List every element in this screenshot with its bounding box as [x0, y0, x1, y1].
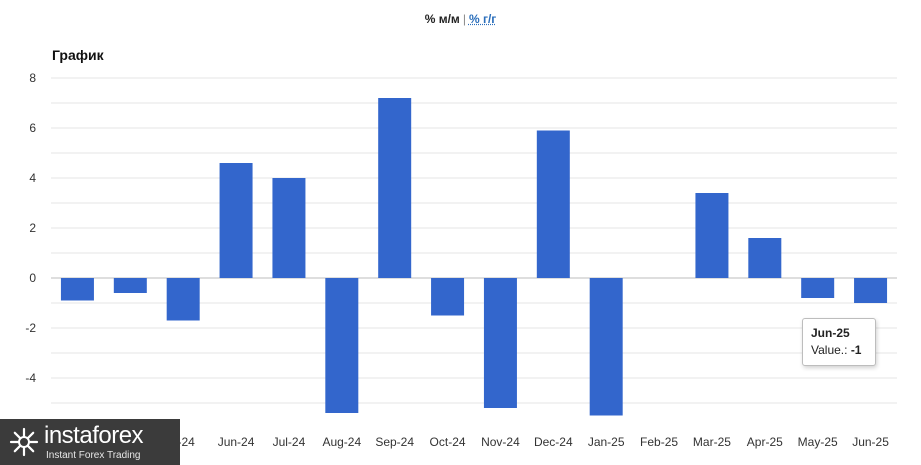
bar[interactable]	[60, 278, 94, 301]
x-tick-label: Jun-24	[218, 435, 255, 449]
bar[interactable]	[748, 238, 782, 278]
bar[interactable]	[272, 178, 306, 278]
x-tick-label: Dec-24	[534, 435, 573, 449]
y-tick-label: 4	[29, 171, 36, 185]
x-tick-label: Oct-24	[430, 435, 466, 449]
y-tick-label: 6	[29, 121, 36, 135]
x-axis-ticks: y-24 Jun-24 Jul-24 Aug-24 Sep-24 Oct-24 Nov-24…	[172, 435, 890, 449]
x-tick-label: May-25	[798, 435, 838, 449]
tooltip-label: Value.:	[811, 343, 848, 357]
x-tick-label: Aug-24	[322, 435, 361, 449]
x-tick-label: Jun-25	[852, 435, 889, 449]
y-axis-ticks: 8 6 4 2 0 -2 -4	[25, 71, 36, 385]
bar[interactable]	[854, 278, 888, 303]
instaforex-logo-icon	[9, 427, 39, 457]
y-tick-label: 2	[29, 221, 36, 235]
toggle-yy-link[interactable]: % г/г	[468, 12, 497, 26]
tooltip: Jun-25 Value.: -1	[802, 318, 876, 366]
toggle-mm-label[interactable]: % м/м	[424, 12, 460, 26]
instaforex-logo: instaforex Instant Forex Trading	[0, 419, 180, 465]
bar[interactable]	[219, 163, 253, 278]
bar[interactable]	[325, 278, 359, 413]
bar[interactable]	[589, 278, 623, 416]
logo-brand: instaforex	[44, 422, 144, 449]
bars	[60, 98, 888, 416]
chart-title: График	[52, 47, 104, 63]
bar[interactable]	[378, 98, 412, 278]
bar[interactable]	[536, 130, 570, 279]
y-tick-label: 8	[29, 71, 36, 85]
tooltip-title: Jun-25	[811, 326, 850, 340]
bar[interactable]	[801, 278, 835, 298]
x-tick-label: Mar-25	[693, 435, 731, 449]
bar[interactable]	[113, 278, 147, 293]
bar[interactable]	[483, 278, 517, 408]
period-toggle: % м/м |% г/г	[0, 12, 921, 26]
tooltip-value: -1	[850, 343, 862, 357]
x-tick-label: Nov-24	[481, 435, 520, 449]
x-tick-label: Apr-25	[747, 435, 783, 449]
y-tick-label: -2	[25, 321, 36, 335]
x-tick-label: Feb-25	[640, 435, 678, 449]
x-tick-label: Sep-24	[375, 435, 414, 449]
y-tick-label: -4	[25, 371, 36, 385]
toggle-separator: |	[462, 12, 466, 26]
x-tick-label: Jan-25	[588, 435, 625, 449]
bar[interactable]	[166, 278, 200, 321]
bar[interactable]	[431, 278, 465, 316]
y-tick-label: 0	[29, 271, 36, 285]
x-tick-label: Jul-24	[273, 435, 306, 449]
bar[interactable]	[695, 193, 729, 278]
logo-tagline: Instant Forex Trading	[46, 450, 141, 461]
